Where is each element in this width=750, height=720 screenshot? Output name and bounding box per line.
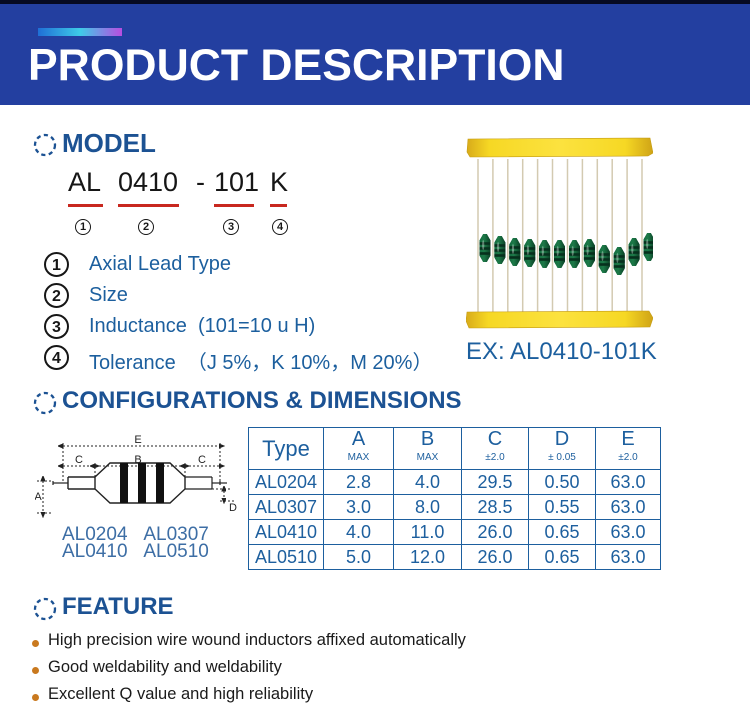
svg-text:D: D — [229, 502, 237, 514]
svg-text:E: E — [134, 434, 141, 446]
svg-text:C: C — [75, 454, 83, 466]
svg-text:A: A — [35, 491, 42, 503]
svg-text:C: C — [198, 454, 206, 466]
